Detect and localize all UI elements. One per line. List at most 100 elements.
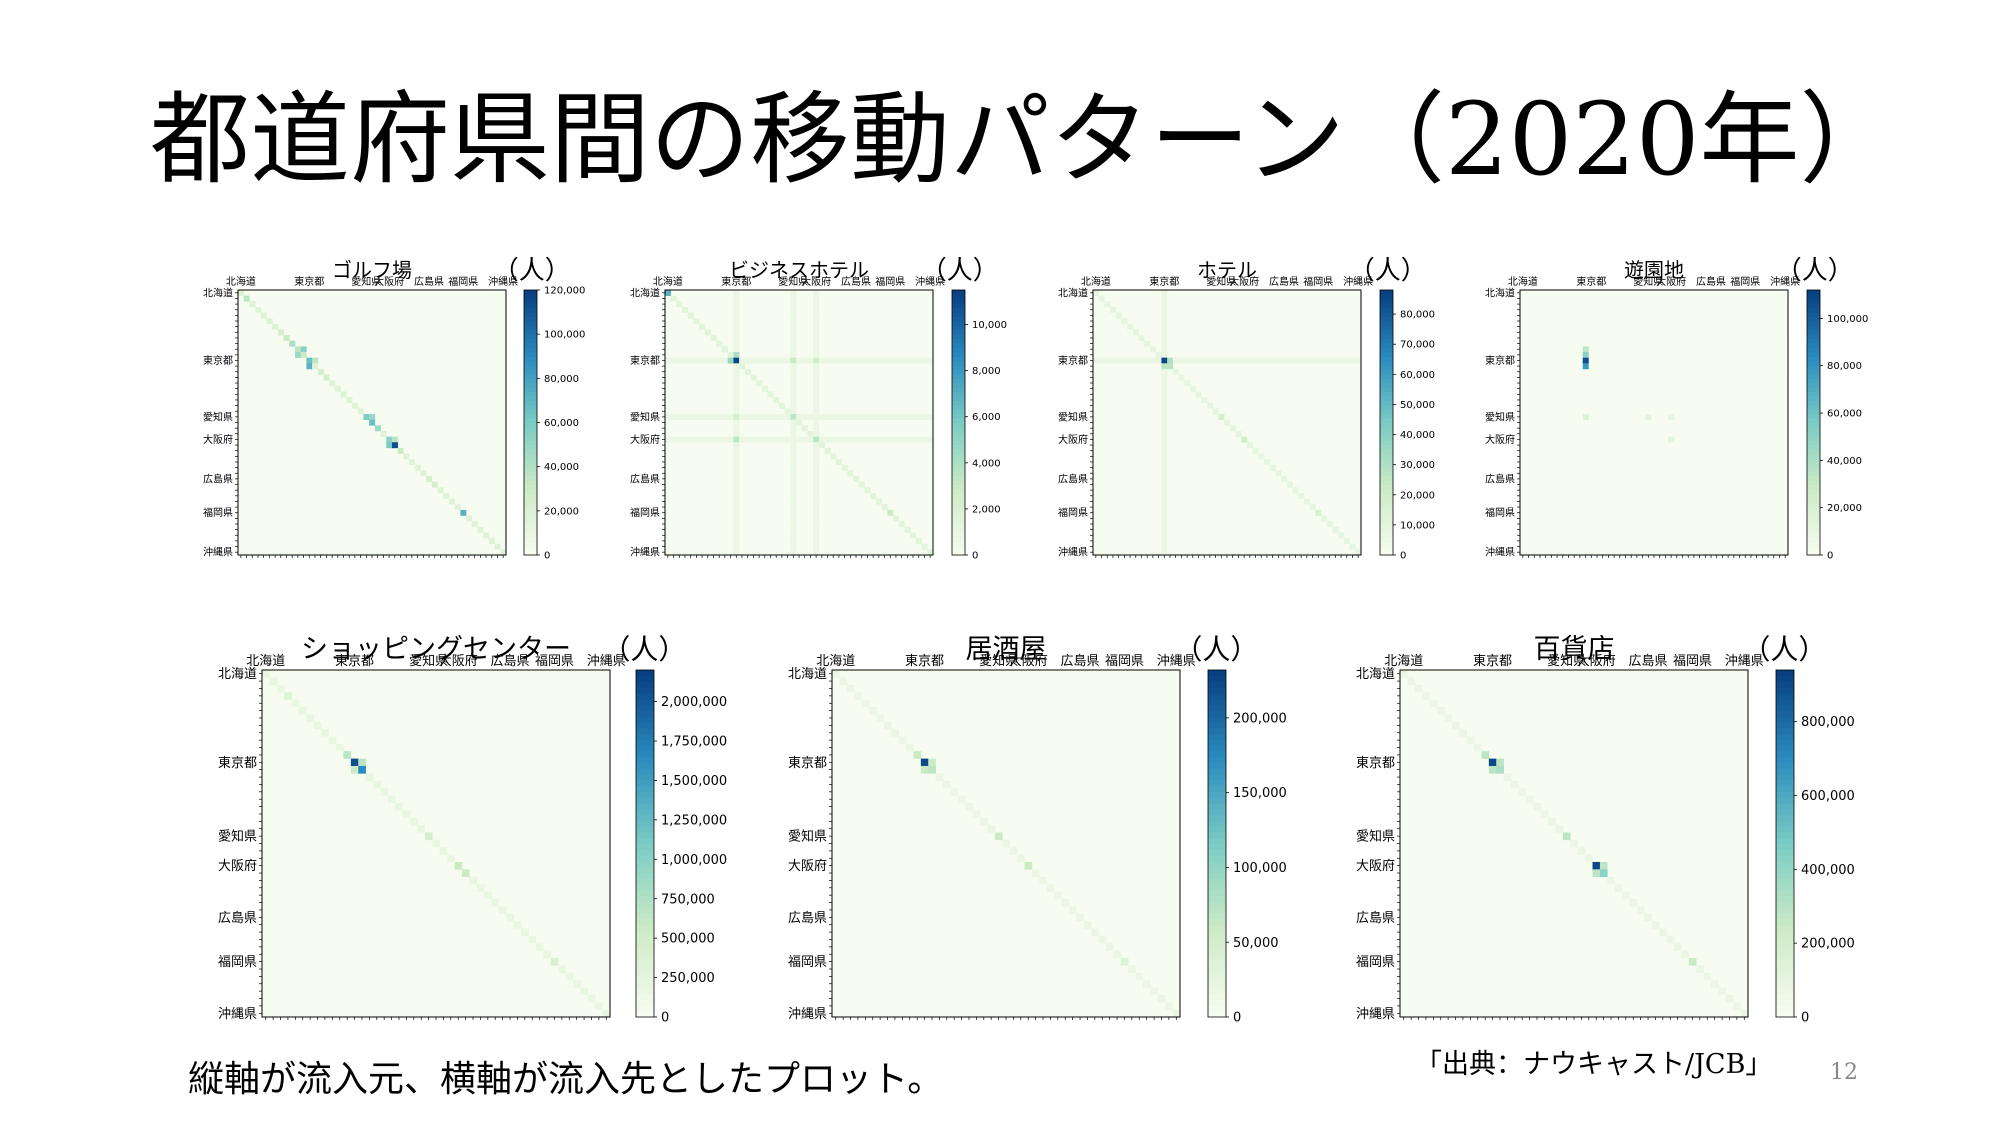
heatmap-cell — [1184, 380, 1191, 387]
heatmap-cell — [426, 476, 433, 483]
colorbar-tick-label: 20,000 — [1400, 490, 1435, 501]
heatmap-cell — [927, 414, 934, 420]
heatmap-cell — [466, 515, 473, 522]
heatmap-cell — [687, 436, 694, 443]
heatmap-cell — [1142, 980, 1151, 988]
heatmap-cell — [744, 414, 751, 420]
heatmap-cell — [887, 436, 894, 443]
heatmap-cell — [704, 414, 711, 420]
heatmap-cell — [1104, 301, 1111, 308]
heatmap-cell — [1703, 972, 1712, 981]
heatmap-cell — [921, 414, 928, 420]
heatmap-cell — [710, 357, 717, 364]
heatmap-cell — [1326, 521, 1333, 528]
heatmap-cell — [682, 436, 689, 443]
heatmap-cell — [1525, 795, 1534, 804]
colorbar-tick-label: 0 — [544, 551, 550, 562]
colorbar-tick-label: 70,000 — [1400, 340, 1435, 351]
y-tick-label: 沖縄県 — [1356, 1007, 1395, 1022]
heatmap-cell — [1315, 509, 1322, 516]
colorbar-tick-label: 2,000 — [972, 504, 1001, 515]
colorbar-tick-label: 40,000 — [1400, 430, 1435, 441]
heatmap-cell — [1298, 492, 1305, 499]
heatmap-cell — [813, 470, 820, 477]
heatmap-cell — [1466, 736, 1475, 745]
x-tick-label: 福岡県 — [1730, 275, 1760, 288]
heatmap-cell — [1115, 312, 1122, 319]
heatmap-cell — [761, 385, 768, 392]
heatmap-cell — [710, 436, 717, 443]
heatmap-cell — [733, 487, 740, 494]
heatmap-cell — [813, 453, 820, 460]
colorbar: 0 50,000 100,000 150,000 200,000 — [1207, 669, 1287, 1026]
y-tick-label: 愛知県 — [218, 829, 257, 845]
heatmap-cell — [1548, 817, 1556, 826]
colorbar-tick-label: 250,000 — [661, 971, 715, 986]
x-tick-label: 北海道 — [1508, 275, 1538, 288]
heatmap-cell — [312, 363, 319, 370]
heatmap-cell — [790, 391, 797, 398]
heatmap-cell — [790, 306, 797, 313]
heatmap-cell — [682, 306, 689, 313]
x-tick-label: 沖縄県 — [1343, 275, 1373, 288]
heatmap-cell — [813, 538, 820, 545]
heatmap-cell — [830, 453, 837, 460]
heatmap-cell — [733, 470, 740, 477]
colorbar-tick-label: 150,000 — [1233, 786, 1287, 801]
heatmap-cell — [813, 352, 820, 358]
heatmap-cell — [733, 498, 740, 505]
heatmap-cell — [1161, 481, 1168, 488]
heatmap-cell — [824, 436, 831, 443]
heatmap-cell — [847, 357, 854, 364]
heatmap-cell — [1161, 414, 1168, 420]
heatmap-cell — [841, 464, 848, 471]
heatmap-cell — [790, 526, 797, 533]
heatmap-cell — [841, 436, 848, 443]
y-tick-label: 福岡県 — [203, 506, 233, 519]
colorbar-tick-label: 0 — [1801, 1011, 1809, 1026]
heatmap-cell — [790, 380, 797, 387]
heatmap-cell — [987, 825, 996, 833]
heatmap-cell — [363, 414, 370, 420]
heatmap-cell — [733, 323, 740, 330]
heatmap-cell — [1155, 357, 1162, 364]
heatmap-cell — [1582, 346, 1589, 353]
page-number: 12 — [1830, 1060, 1858, 1085]
heatmap-cell — [1157, 994, 1166, 1003]
y-tick-label: 東京都 — [1356, 755, 1395, 771]
heatmap-cell — [921, 436, 928, 443]
heatmap-cell — [1161, 363, 1168, 370]
heatmap-cell — [352, 402, 359, 409]
heatmap-cell — [1195, 391, 1202, 398]
y-tick-label: 福岡県 — [218, 955, 257, 970]
heatmap-cell — [1681, 950, 1690, 959]
heatmap-cell — [1132, 329, 1139, 336]
colorbar-tick-label: 200,000 — [1801, 937, 1855, 952]
heatmap-cell — [1488, 765, 1497, 774]
heatmap-cell — [1161, 453, 1168, 460]
heatmap-cell — [767, 357, 774, 364]
heatmap-cell — [1115, 357, 1122, 364]
heatmap-cell — [1207, 357, 1214, 364]
heatmap-cell — [733, 459, 740, 466]
heatmap-cell — [972, 810, 981, 818]
colorbar-tick-label: 120,000 — [544, 286, 585, 297]
heatmap-cell — [1481, 751, 1490, 759]
colorbar-tick-label: 750,000 — [661, 892, 715, 907]
colorbar-tick-label: 60,000 — [1400, 370, 1435, 381]
heatmap-cell — [891, 729, 899, 737]
heatmap-cell — [733, 453, 740, 460]
heatmap-cell — [790, 549, 797, 556]
y-tick-label: 広島県 — [218, 911, 257, 926]
heatmap-cell — [1184, 357, 1191, 364]
heatmap-cell — [790, 335, 797, 342]
heatmap-cell — [1570, 839, 1579, 848]
x-tick-label: 沖縄県 — [915, 275, 945, 288]
heatmap-cell — [813, 357, 820, 364]
heatmap-cell — [801, 436, 808, 443]
heatmap-cell — [807, 436, 814, 443]
heatmap-cell — [1309, 357, 1316, 364]
heatmap-cell — [790, 442, 797, 449]
heatmap-cell — [704, 436, 711, 443]
y-tick-label: 沖縄県 — [1058, 546, 1088, 559]
